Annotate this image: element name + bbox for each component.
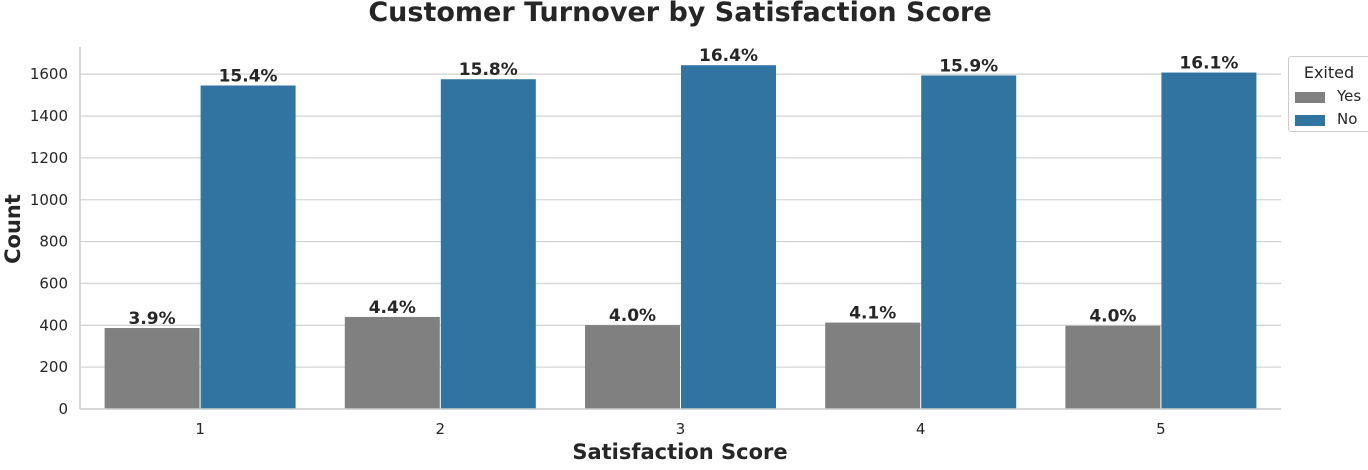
y-tick-label: 1000 bbox=[30, 191, 68, 209]
y-tick-label: 1200 bbox=[30, 149, 68, 167]
x-tick-label: 3 bbox=[676, 420, 686, 438]
data-label: 15.9% bbox=[939, 56, 998, 76]
y-tick-label: 800 bbox=[39, 233, 68, 251]
legend-label-no: No bbox=[1337, 110, 1358, 128]
y-axis-label: Count bbox=[1, 194, 25, 264]
data-label: 4.1% bbox=[849, 304, 896, 324]
legend-label-yes: Yes bbox=[1337, 87, 1362, 105]
legend-swatch-no bbox=[1295, 115, 1325, 126]
bar-yes-score-3 bbox=[585, 325, 680, 409]
x-tick-label: 1 bbox=[195, 420, 205, 438]
data-label: 16.1% bbox=[1179, 54, 1238, 74]
axes: 0 200 400 600 800 1000 1200 1400 1600 1 2 3 4 5 bbox=[30, 47, 1281, 438]
bar-no-score-4 bbox=[921, 75, 1017, 410]
data-label: 4.0% bbox=[1089, 307, 1136, 327]
legend-title: Exited bbox=[1303, 63, 1355, 82]
y-tick-label: 0 bbox=[58, 400, 68, 418]
data-label: 15.8% bbox=[459, 60, 518, 80]
bar-no-score-1 bbox=[200, 85, 296, 409]
y-tick-label: 600 bbox=[39, 274, 68, 292]
data-label: 4.4% bbox=[369, 298, 416, 318]
y-tick-label: 1600 bbox=[30, 65, 68, 83]
bar-labels: 3.9% 4.4% 4.0% 4.1% 4.0% 15.4% 15.8% 16.4% 15.9%… bbox=[129, 46, 1239, 329]
data-label: 3.9% bbox=[129, 309, 176, 329]
data-label: 4.0% bbox=[609, 306, 656, 326]
data-label: 15.4% bbox=[219, 67, 278, 87]
bar-yes-score-5 bbox=[1065, 325, 1161, 409]
x-tick-label: 5 bbox=[1156, 420, 1166, 438]
legend-swatch-yes bbox=[1295, 92, 1325, 103]
bar-yes-score-4 bbox=[825, 322, 921, 409]
x-axis-label: Satisfaction Score bbox=[572, 440, 787, 464]
chart-title: Customer Turnover by Satisfaction Score bbox=[368, 0, 991, 28]
bars bbox=[104, 65, 1257, 410]
bar-yes-score-2 bbox=[344, 316, 440, 409]
y-tick-label: 200 bbox=[39, 358, 68, 376]
data-label: 16.4% bbox=[699, 46, 758, 66]
bar-no-score-3 bbox=[681, 65, 776, 410]
y-tick-label: 1400 bbox=[30, 107, 68, 125]
y-tick-label: 400 bbox=[39, 316, 68, 334]
x-tick-label: 4 bbox=[916, 420, 926, 438]
bar-no-score-2 bbox=[440, 79, 536, 409]
bar-no-score-5 bbox=[1161, 72, 1257, 409]
legend: Exited Yes No bbox=[1288, 56, 1368, 132]
x-tick-label: 2 bbox=[436, 420, 446, 438]
bar-yes-score-1 bbox=[104, 328, 200, 409]
